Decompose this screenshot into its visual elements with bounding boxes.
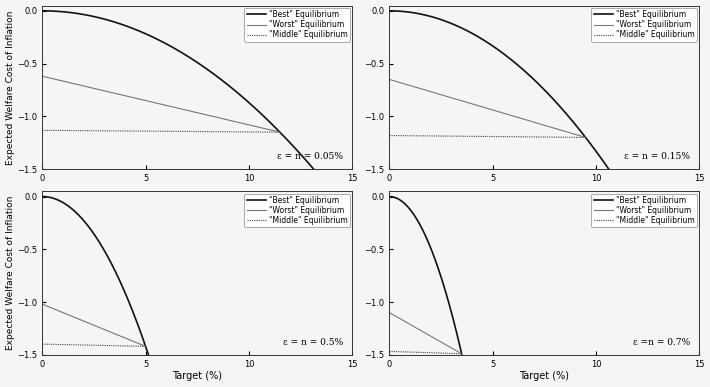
"Middle" Equilibrium [401, 349, 410, 354]
"Best" Equilibrium [339, 203, 347, 207]
"Best" Equilibrium [401, 9, 410, 14]
Line: "Middle" Equilibrium: "Middle" Equilibrium [43, 130, 280, 132]
Legend: "Best" Equilibrium, "Worst" Equilibrium, "Middle" Equilibrium: "Best" Equilibrium, "Worst" Equilibrium,… [591, 8, 697, 42]
"Best" Equilibrium [38, 9, 47, 13]
"Best" Equilibrium [385, 194, 393, 199]
Legend: "Best" Equilibrium, "Worst" Equilibrium, "Middle" Equilibrium: "Best" Equilibrium, "Worst" Equilibrium,… [244, 8, 350, 42]
"Middle" Equilibrium [54, 342, 62, 347]
Text: ε = n = 0.05%: ε = n = 0.05% [277, 152, 343, 161]
Line: "Best" Equilibrium: "Best" Equilibrium [389, 197, 699, 387]
"Best" Equilibrium [401, 202, 410, 206]
"Worst" Equilibrium [180, 108, 189, 112]
"Middle" Equilibrium [180, 129, 189, 134]
"Worst" Equilibrium [54, 308, 62, 313]
Line: "Worst" Equilibrium: "Worst" Equilibrium [389, 79, 586, 137]
"Worst" Equilibrium [54, 78, 62, 82]
Text: ε =n = 0.7%: ε =n = 0.7% [633, 337, 690, 347]
"Best" Equilibrium [348, 215, 356, 219]
"Best" Equilibrium [629, 204, 638, 209]
"Best" Equilibrium [695, 324, 704, 329]
Line: "Best" Equilibrium: "Best" Equilibrium [43, 197, 352, 387]
Line: "Middle" Equilibrium: "Middle" Equilibrium [389, 135, 586, 137]
"Worst" Equilibrium [401, 319, 410, 324]
Line: "Worst" Equilibrium: "Worst" Equilibrium [389, 313, 462, 354]
Legend: "Best" Equilibrium, "Worst" Equilibrium, "Middle" Equilibrium: "Best" Equilibrium, "Worst" Equilibrium,… [591, 194, 697, 228]
"Best" Equilibrium [54, 198, 62, 202]
Y-axis label: Expected Welfare Cost of Inflation: Expected Welfare Cost of Inflation [6, 196, 15, 350]
"Worst" Equilibrium [528, 119, 536, 124]
"Best" Equilibrium [180, 52, 189, 57]
"Middle" Equilibrium [38, 128, 47, 133]
"Middle" Equilibrium [528, 135, 536, 139]
"Best" Equilibrium [385, 9, 393, 13]
Text: ε = n = 0.15%: ε = n = 0.15% [624, 152, 690, 161]
Text: ε = n = 0.5%: ε = n = 0.5% [283, 337, 343, 347]
"Best" Equilibrium [38, 194, 47, 199]
"Middle" Equilibrium [385, 349, 393, 354]
"Middle" Equilibrium [385, 133, 393, 138]
Line: "Worst" Equilibrium: "Worst" Equilibrium [43, 76, 280, 132]
Line: "Worst" Equilibrium: "Worst" Equilibrium [43, 304, 146, 346]
"Worst" Equilibrium [536, 122, 545, 126]
Line: "Middle" Equilibrium: "Middle" Equilibrium [43, 344, 146, 346]
"Middle" Equilibrium [54, 128, 62, 133]
"Best" Equilibrium [686, 306, 694, 310]
"Middle" Equilibrium [189, 129, 197, 134]
"Worst" Equilibrium [385, 310, 393, 315]
"Middle" Equilibrium [401, 134, 410, 138]
"Middle" Equilibrium [38, 342, 47, 346]
"Best" Equilibrium [54, 9, 62, 14]
Line: "Best" Equilibrium: "Best" Equilibrium [389, 11, 699, 327]
"Best" Equilibrium [189, 57, 197, 62]
X-axis label: Target (%): Target (%) [173, 372, 222, 382]
"Best" Equilibrium [536, 83, 545, 88]
"Worst" Equilibrium [385, 77, 393, 82]
"Worst" Equilibrium [38, 74, 47, 79]
X-axis label: Target (%): Target (%) [519, 372, 569, 382]
"Best" Equilibrium [686, 306, 694, 311]
"Best" Equilibrium [339, 203, 347, 208]
"Best" Equilibrium [528, 75, 536, 80]
"Middle" Equilibrium [536, 135, 545, 139]
"Worst" Equilibrium [189, 110, 197, 114]
Line: "Middle" Equilibrium: "Middle" Equilibrium [389, 351, 462, 354]
Line: "Best" Equilibrium: "Best" Equilibrium [43, 11, 352, 217]
Legend: "Best" Equilibrium, "Worst" Equilibrium, "Middle" Equilibrium: "Best" Equilibrium, "Worst" Equilibrium,… [244, 194, 350, 228]
Y-axis label: Expected Welfare Cost of Inflation: Expected Welfare Cost of Inflation [6, 10, 15, 164]
"Worst" Equilibrium [38, 302, 47, 307]
"Best" Equilibrium [282, 137, 290, 141]
"Worst" Equilibrium [401, 82, 410, 86]
